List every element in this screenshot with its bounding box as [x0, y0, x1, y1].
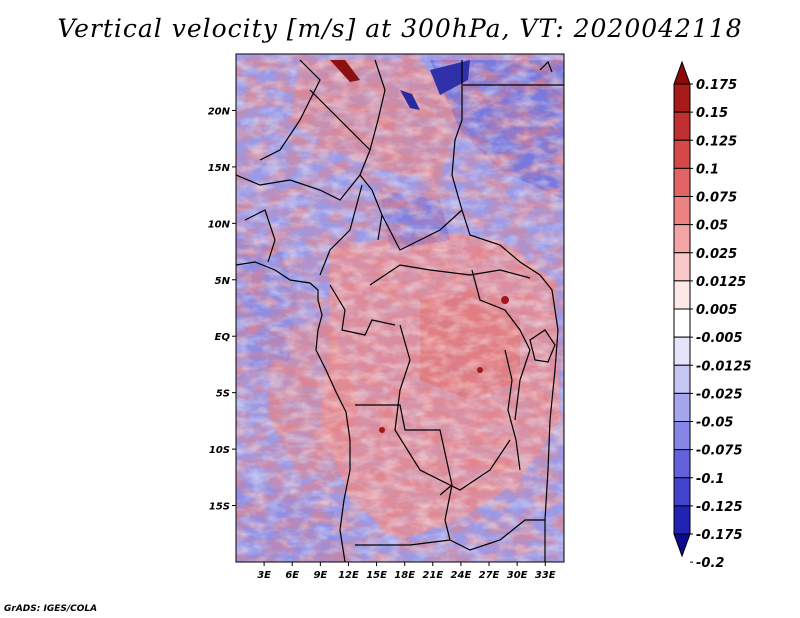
colorbar-swatch — [673, 364, 691, 394]
colorbar-label: 0.125 — [696, 134, 737, 149]
y-tick-label: 20N — [208, 106, 231, 117]
x-tick-label: 9E — [313, 570, 327, 581]
x-tick-label: 15E — [366, 570, 387, 581]
x-tick-label: 3E — [257, 570, 271, 581]
y-tick-label: 5N — [215, 276, 231, 287]
x-tick-label: 21E — [422, 570, 443, 581]
colorbar-swatch — [673, 111, 691, 141]
colorbar-label: 0.075 — [696, 191, 737, 206]
coastlines-borders — [236, 59, 564, 562]
colorbar-label: -0.075 — [696, 444, 743, 459]
colorbar-label: -0.2 — [696, 556, 724, 571]
colorbar-label: 0.0125 — [696, 275, 746, 290]
x-tick-label: 6E — [285, 570, 299, 581]
colorbar-swatch — [673, 421, 691, 451]
x-tick-label: 24E — [451, 570, 472, 581]
x-tick-label: 18E — [394, 570, 415, 581]
colorbar-swatch — [673, 336, 691, 366]
colorbar-swatch — [673, 280, 691, 310]
colorbar-top-arrow — [673, 60, 691, 85]
colorbar-label: -0.125 — [696, 500, 743, 515]
colorbar-label: 0.005 — [696, 303, 737, 318]
colorbar-swatch — [673, 139, 691, 169]
colorbar-label: -0.025 — [696, 387, 743, 402]
credit-text: GrADS: IGES/COLA — [4, 604, 98, 614]
colorbar-label: -0.05 — [696, 416, 733, 431]
x-tick-label: 27E — [479, 570, 500, 581]
colorbar-label: 0.025 — [696, 247, 737, 262]
vertical-velocity-field — [236, 54, 564, 562]
colorbar-swatch — [673, 167, 691, 197]
colorbar-label: -0.1 — [696, 472, 724, 487]
colorbar-swatch — [673, 83, 691, 113]
colorbar-label: -0.0125 — [696, 359, 752, 374]
x-tick-label: 33E — [535, 570, 556, 581]
x-axis: 3E 6E 9E 12E 15E 18E 21E 24E 27E 30E 33E — [257, 562, 556, 581]
colorbar-swatch — [673, 224, 691, 254]
map-frame — [235, 53, 565, 563]
x-tick-label: 12E — [338, 570, 359, 581]
y-axis: 20N 15N 10N 5N EQ 5S 10S 15S — [208, 106, 236, 513]
page-title: Vertical velocity [m/s] at 300hPa, VT: 2… — [57, 14, 743, 43]
y-tick-label: 10N — [208, 219, 231, 230]
colorbar-bottom-arrow — [673, 533, 691, 558]
y-tick-label: EQ — [215, 332, 231, 343]
colorbar-swatch — [673, 308, 691, 338]
colorbar-swatch — [673, 505, 691, 535]
x-tick-label: 30E — [507, 570, 528, 581]
colorbar-label: 0.05 — [696, 219, 728, 234]
colorbar-swatch — [673, 252, 691, 282]
colorbar-label: 0.175 — [696, 78, 737, 93]
colorbar: 0.175 0.15 0.125 0.1 0.075 0.05 0.025 0.0125 0.0… — [673, 60, 752, 571]
colorbar-label: -0.175 — [696, 528, 743, 543]
colorbar-label: -0.005 — [696, 331, 743, 346]
colorbar-swatch — [673, 449, 691, 479]
y-tick-label: 15N — [208, 163, 231, 174]
colorbar-swatch — [673, 477, 691, 507]
y-tick-label: 5S — [216, 389, 230, 400]
colorbar-swatch — [673, 196, 691, 226]
colorbar-swatch — [673, 392, 691, 422]
colorbar-label: 0.1 — [696, 162, 719, 177]
y-tick-label: 15S — [209, 502, 230, 513]
colorbar-label: 0.15 — [696, 106, 728, 121]
y-tick-label: 10S — [209, 445, 230, 456]
